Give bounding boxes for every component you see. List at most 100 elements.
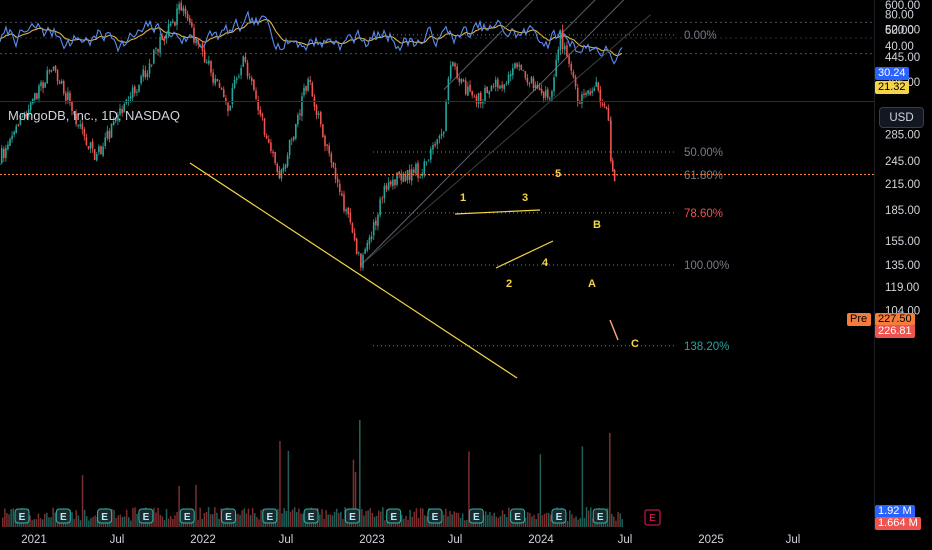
candle-body bbox=[368, 237, 371, 245]
candle-body bbox=[197, 40, 200, 45]
volume-bar bbox=[371, 512, 374, 527]
volume-bar bbox=[96, 517, 98, 527]
volume-bar bbox=[338, 512, 340, 527]
volume-bar bbox=[48, 517, 50, 527]
volume-bar bbox=[321, 509, 323, 527]
candle-body bbox=[544, 90, 547, 97]
candle-body bbox=[180, 2, 183, 11]
volume-bar bbox=[617, 511, 619, 527]
rsi-line bbox=[0, 10, 623, 65]
upcoming-earnings-letter: E bbox=[649, 513, 656, 524]
volume-bar bbox=[587, 510, 590, 527]
candle-body bbox=[265, 135, 268, 139]
volume-bar bbox=[245, 513, 248, 527]
volume-bar bbox=[29, 515, 31, 527]
rsi-value-tag: 30.24 bbox=[875, 67, 909, 80]
volume-bar bbox=[71, 512, 73, 527]
candle-body bbox=[419, 176, 421, 178]
price-tick-label: 119.00 bbox=[885, 282, 919, 294]
volume-bar bbox=[533, 514, 535, 527]
candle-body bbox=[574, 76, 577, 87]
candle-body bbox=[494, 79, 497, 87]
currency-button[interactable]: USD bbox=[879, 107, 924, 128]
candle-body bbox=[440, 133, 443, 136]
candle-body bbox=[579, 102, 581, 104]
channel-middle bbox=[443, 0, 534, 91]
volume-bar bbox=[86, 516, 88, 527]
volume-bar bbox=[451, 514, 453, 527]
candle-body bbox=[87, 146, 90, 149]
candle-body bbox=[415, 164, 417, 174]
time-axis[interactable]: 2021 Jul 2022 Jul 2023 Jul 2024 Jul 2025 Jul bbox=[0, 530, 932, 550]
volume-bar bbox=[2, 517, 4, 527]
volume-bar bbox=[409, 509, 411, 527]
candle-body bbox=[276, 163, 279, 172]
candle-body bbox=[40, 82, 42, 87]
pane-separator[interactable] bbox=[0, 101, 874, 102]
candle-body bbox=[29, 102, 32, 111]
candle-body bbox=[195, 40, 197, 44]
volume-bar bbox=[161, 516, 164, 527]
volume-bar bbox=[73, 518, 75, 527]
volume-bar bbox=[319, 514, 321, 527]
rsi-price-axis: 80.00 60.00 40.00 bbox=[885, 10, 914, 53]
earnings-letter: E bbox=[473, 512, 480, 523]
candle-body bbox=[568, 56, 570, 64]
candle-body bbox=[25, 113, 28, 116]
price-tick-label: 135.00 bbox=[885, 260, 920, 272]
candle-body bbox=[52, 67, 55, 70]
candle-body bbox=[385, 185, 388, 190]
candle-body bbox=[595, 81, 598, 87]
candle-body bbox=[242, 56, 245, 67]
candle-body bbox=[398, 171, 400, 175]
candle-body bbox=[182, 7, 185, 12]
wave-line-1-3 bbox=[454, 209, 541, 215]
volume-bar bbox=[493, 512, 495, 527]
candle-body bbox=[593, 88, 596, 91]
volume-bar bbox=[585, 507, 588, 527]
candle-body bbox=[445, 101, 447, 132]
candle-body bbox=[278, 171, 281, 179]
forecast-arrow bbox=[609, 319, 619, 341]
volume-bar bbox=[260, 509, 262, 527]
volume-bar bbox=[289, 511, 292, 527]
candle-body bbox=[520, 64, 523, 70]
candle-body bbox=[307, 79, 309, 91]
earnings-letter: E bbox=[266, 512, 273, 523]
volume-bar bbox=[615, 520, 617, 527]
volume-bar bbox=[331, 515, 334, 527]
volume-bar bbox=[531, 516, 533, 527]
candle-body bbox=[482, 101, 484, 104]
volume-bar bbox=[327, 514, 329, 527]
candle-body bbox=[165, 35, 168, 39]
candle-body bbox=[250, 77, 253, 82]
candle-body bbox=[220, 87, 223, 90]
volume-bar bbox=[419, 507, 422, 527]
candle-body bbox=[341, 193, 343, 196]
earnings-letter: E bbox=[60, 512, 67, 523]
candle-body bbox=[603, 104, 606, 107]
time-tick-label: Jul bbox=[618, 534, 633, 546]
candle-body bbox=[522, 69, 525, 72]
candle-body bbox=[332, 162, 335, 168]
candle-body bbox=[392, 179, 394, 187]
fan-line bbox=[360, 14, 651, 266]
candle-body bbox=[117, 114, 119, 121]
candle-body bbox=[106, 130, 109, 139]
candle-body bbox=[351, 223, 354, 233]
volume-bar bbox=[329, 514, 332, 527]
candle-body bbox=[119, 108, 121, 115]
volume-bar bbox=[569, 510, 571, 527]
candle-body bbox=[222, 89, 225, 97]
candle-body bbox=[528, 83, 531, 84]
volume-bar bbox=[121, 517, 124, 527]
volume-bar bbox=[543, 513, 546, 527]
candle-body bbox=[31, 98, 34, 104]
fib-label: 61.80% bbox=[684, 170, 723, 182]
candle-body bbox=[305, 86, 307, 91]
candle-body bbox=[394, 179, 396, 186]
volume-bar bbox=[489, 511, 491, 527]
candle-body bbox=[199, 44, 202, 46]
volume-bar bbox=[373, 516, 376, 527]
